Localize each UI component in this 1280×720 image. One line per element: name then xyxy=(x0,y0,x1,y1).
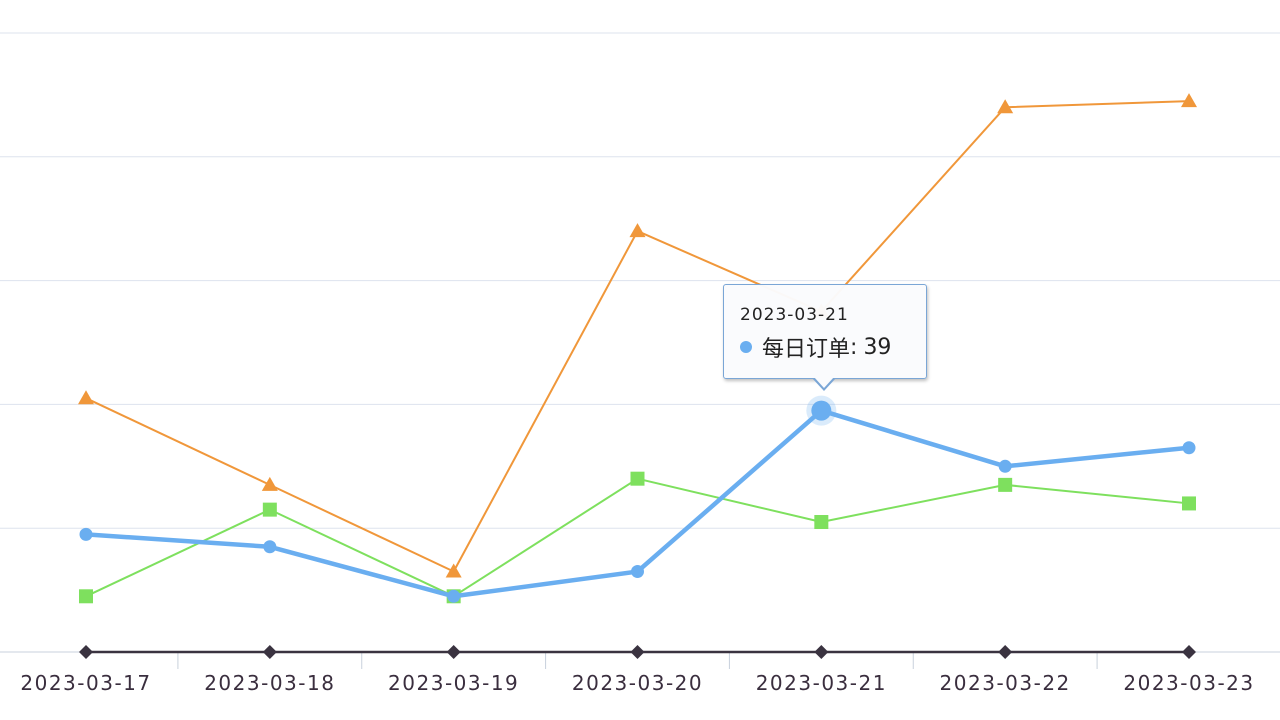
data-point xyxy=(447,589,461,603)
x-tick-label: 2023-03-18 xyxy=(204,671,335,695)
data-point xyxy=(814,645,829,659)
data-point xyxy=(998,477,1013,492)
data-point xyxy=(998,645,1013,659)
data-point xyxy=(1182,496,1196,511)
x-tick-label: 2023-03-21 xyxy=(756,671,887,695)
data-point xyxy=(261,476,278,491)
tooltip-title: 2023-03-21 xyxy=(740,305,849,325)
data-point xyxy=(998,459,1012,473)
data-point xyxy=(814,515,829,530)
x-tick-label: 2023-03-17 xyxy=(20,671,151,695)
data-point xyxy=(79,645,93,659)
data-point xyxy=(630,471,645,486)
data-point xyxy=(629,223,646,238)
data-point xyxy=(630,645,645,659)
data-point xyxy=(78,390,94,405)
data-point xyxy=(262,502,277,517)
tooltip-separator: : xyxy=(850,334,858,360)
data-point xyxy=(445,563,462,578)
data-point xyxy=(1182,645,1196,659)
data-point xyxy=(811,400,832,421)
tooltip-value: 39 xyxy=(863,334,892,360)
series-line xyxy=(85,100,1190,573)
x-tick-label: 2023-03-19 xyxy=(388,671,519,695)
series-dot-icon xyxy=(740,341,752,353)
data-point xyxy=(446,645,461,659)
series-line xyxy=(85,477,1190,598)
data-point xyxy=(997,99,1014,114)
tooltip-series-name: 每日订单 xyxy=(762,337,851,362)
data-point xyxy=(263,540,277,554)
data-point xyxy=(1181,93,1197,108)
data-point xyxy=(79,589,93,604)
data-point xyxy=(1182,441,1196,455)
x-tick-label: 2023-03-22 xyxy=(940,671,1071,695)
data-point xyxy=(631,565,644,579)
tooltip-arrow xyxy=(812,377,836,391)
x-tick-label: 2023-03-20 xyxy=(572,671,703,695)
data-point xyxy=(79,527,93,541)
x-tick-label: 2023-03-23 xyxy=(1123,671,1254,695)
tooltip: 2023-03-21 每日订单: 39 xyxy=(723,284,927,391)
data-point xyxy=(262,645,277,659)
